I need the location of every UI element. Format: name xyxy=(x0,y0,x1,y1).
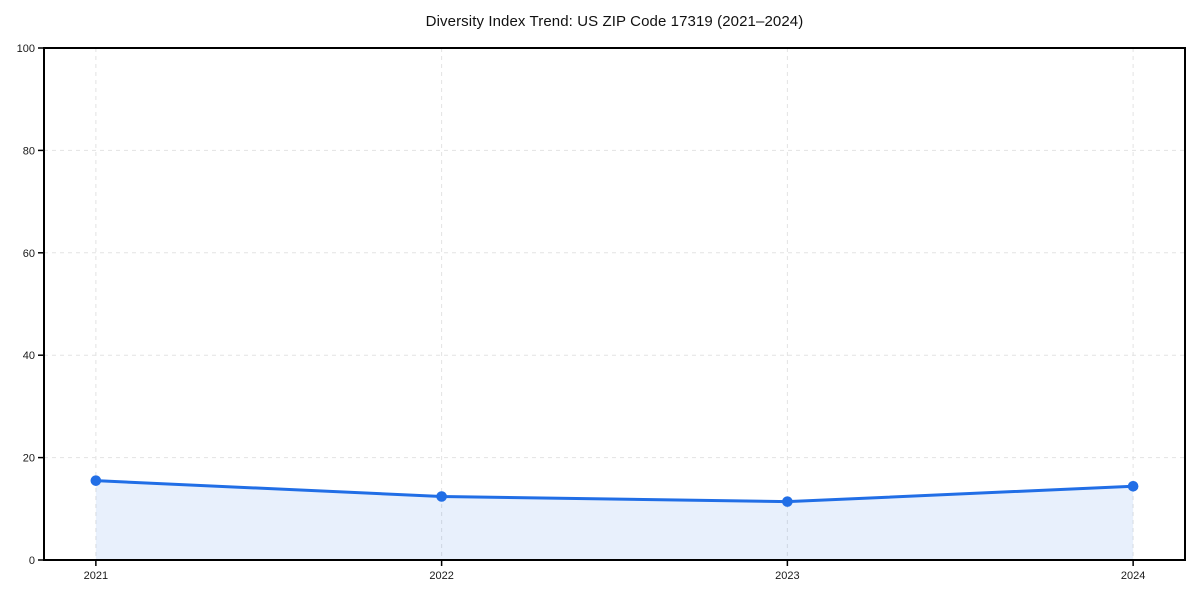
y-tick-label: 40 xyxy=(23,350,35,362)
x-tick-label: 2024 xyxy=(1121,570,1145,582)
y-tick-label: 100 xyxy=(17,43,35,55)
data-point xyxy=(436,491,447,502)
area-fill xyxy=(95,480,1134,560)
data-point xyxy=(1127,480,1139,492)
trend-line xyxy=(94,479,1135,504)
x-tick-label: 2021 xyxy=(84,570,108,582)
y-tick-label: 60 xyxy=(23,248,35,260)
y-tick-label: 80 xyxy=(23,145,35,157)
chart-title: Diversity Index Trend: US ZIP Code 17319… xyxy=(425,13,804,30)
data-point xyxy=(90,475,102,486)
y-tick-label: 0 xyxy=(29,555,35,567)
data-point xyxy=(782,496,793,507)
x-tick-label: 2023 xyxy=(775,570,799,582)
y-tick-label: 20 xyxy=(23,453,35,465)
plot-border xyxy=(43,47,1186,561)
x-tick-label: 2022 xyxy=(429,570,453,582)
